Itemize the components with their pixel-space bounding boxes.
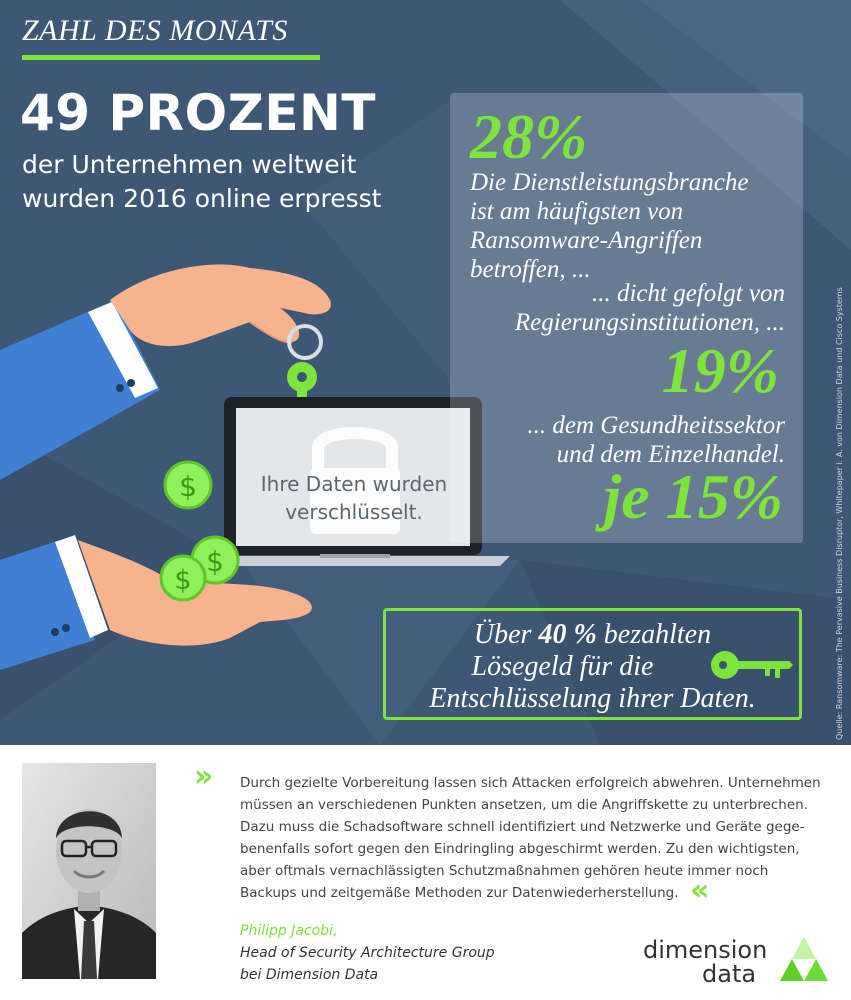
quote-line-6: Backups und zeitgemäße Methoden zur Date… xyxy=(240,885,679,901)
close-quote-chevron-icon: « xyxy=(690,873,710,908)
svg-text:$: $ xyxy=(206,545,224,578)
callout-line-3: Entschlüsselung ihrer Daten. xyxy=(429,683,756,714)
kicker-underline xyxy=(22,55,320,60)
headline: 49 PROZENT xyxy=(20,84,377,142)
lower-hand-illustration xyxy=(0,535,312,670)
svg-text:$: $ xyxy=(174,565,191,596)
laptop-screen-line-1: Ihre Daten wurden xyxy=(260,472,448,496)
laptop-screen-line-2: verschlüsselt. xyxy=(285,500,423,524)
quote-line-3: Dazu muss die Schadsoftware schnell iden… xyxy=(240,819,805,835)
upper-hand-illustration xyxy=(0,264,331,480)
stat-28-description: Die Dienstleistungsbranche ist am häufig… xyxy=(470,169,749,283)
person-role-line-2: bei Dimension Data xyxy=(240,967,379,983)
key-icon xyxy=(711,651,793,679)
ransom-illustration: $ $ $ xyxy=(0,264,510,670)
callout-line-2: Lösegeld für die xyxy=(471,651,654,682)
padlock-icon xyxy=(310,427,400,534)
logo-word-dimension: dimension xyxy=(643,936,768,964)
statistics-box xyxy=(450,93,803,543)
quote-line-4: benenfalls sofort gegen den Eindringling… xyxy=(240,841,800,857)
dimension-data-triangle-logo xyxy=(780,937,828,981)
logo-word-data: data xyxy=(702,960,757,988)
stat-19-description: ... dicht gefolgt von Regierungsinstitut… xyxy=(514,280,785,336)
person-name: Philipp Jacobi, xyxy=(240,923,338,939)
quote-line-1: Durch gezielte Vorbereitung lassen sich … xyxy=(240,775,821,791)
dollar-coin-icon: $ xyxy=(190,535,240,585)
quote-section: » Durch gezielte Vorbereitung lassen sic… xyxy=(0,745,851,1000)
portrait-photo xyxy=(22,763,156,979)
stat-19-percent: 19% xyxy=(661,335,779,406)
stat-15-percent: je 15% xyxy=(603,461,784,532)
infographic-panel: ZAHL DES MONATS 49 PROZENT der Unternehm… xyxy=(0,0,851,745)
svg-text:$: $ xyxy=(179,470,197,503)
dollar-coin-icon: $ xyxy=(163,460,213,510)
stat-15-description: ... dem Gesundheitssektor und dem Einzel… xyxy=(527,412,785,468)
dollar-coin-icon: $ xyxy=(159,554,207,602)
callout-line-1: Über 40 % bezahlten xyxy=(473,619,712,650)
stat-28-percent: 28% xyxy=(470,101,588,172)
quote-line-2: müssen an verschiedenen Punkten ansetzen… xyxy=(240,797,809,813)
kicker-title: ZAHL DES MONATS xyxy=(22,14,288,47)
subline-2: wurden 2016 online erpresst xyxy=(22,184,382,213)
laptop-illustration xyxy=(180,397,510,566)
person-role-line-1: Head of Security Architecture Group xyxy=(240,945,495,961)
subline-1: der Unternehmen weltweit xyxy=(22,150,357,179)
ransom-paid-callout: Über 40 % bezahlten Lösegeld für die Ent… xyxy=(383,608,802,720)
quote-line-5: aber oftmals vernachlässigten Schutzmaßn… xyxy=(240,863,769,879)
open-quote-chevron-icon: » xyxy=(194,759,214,794)
source-note: Quelle: Ransomware: The Pervasive Busine… xyxy=(835,287,844,740)
